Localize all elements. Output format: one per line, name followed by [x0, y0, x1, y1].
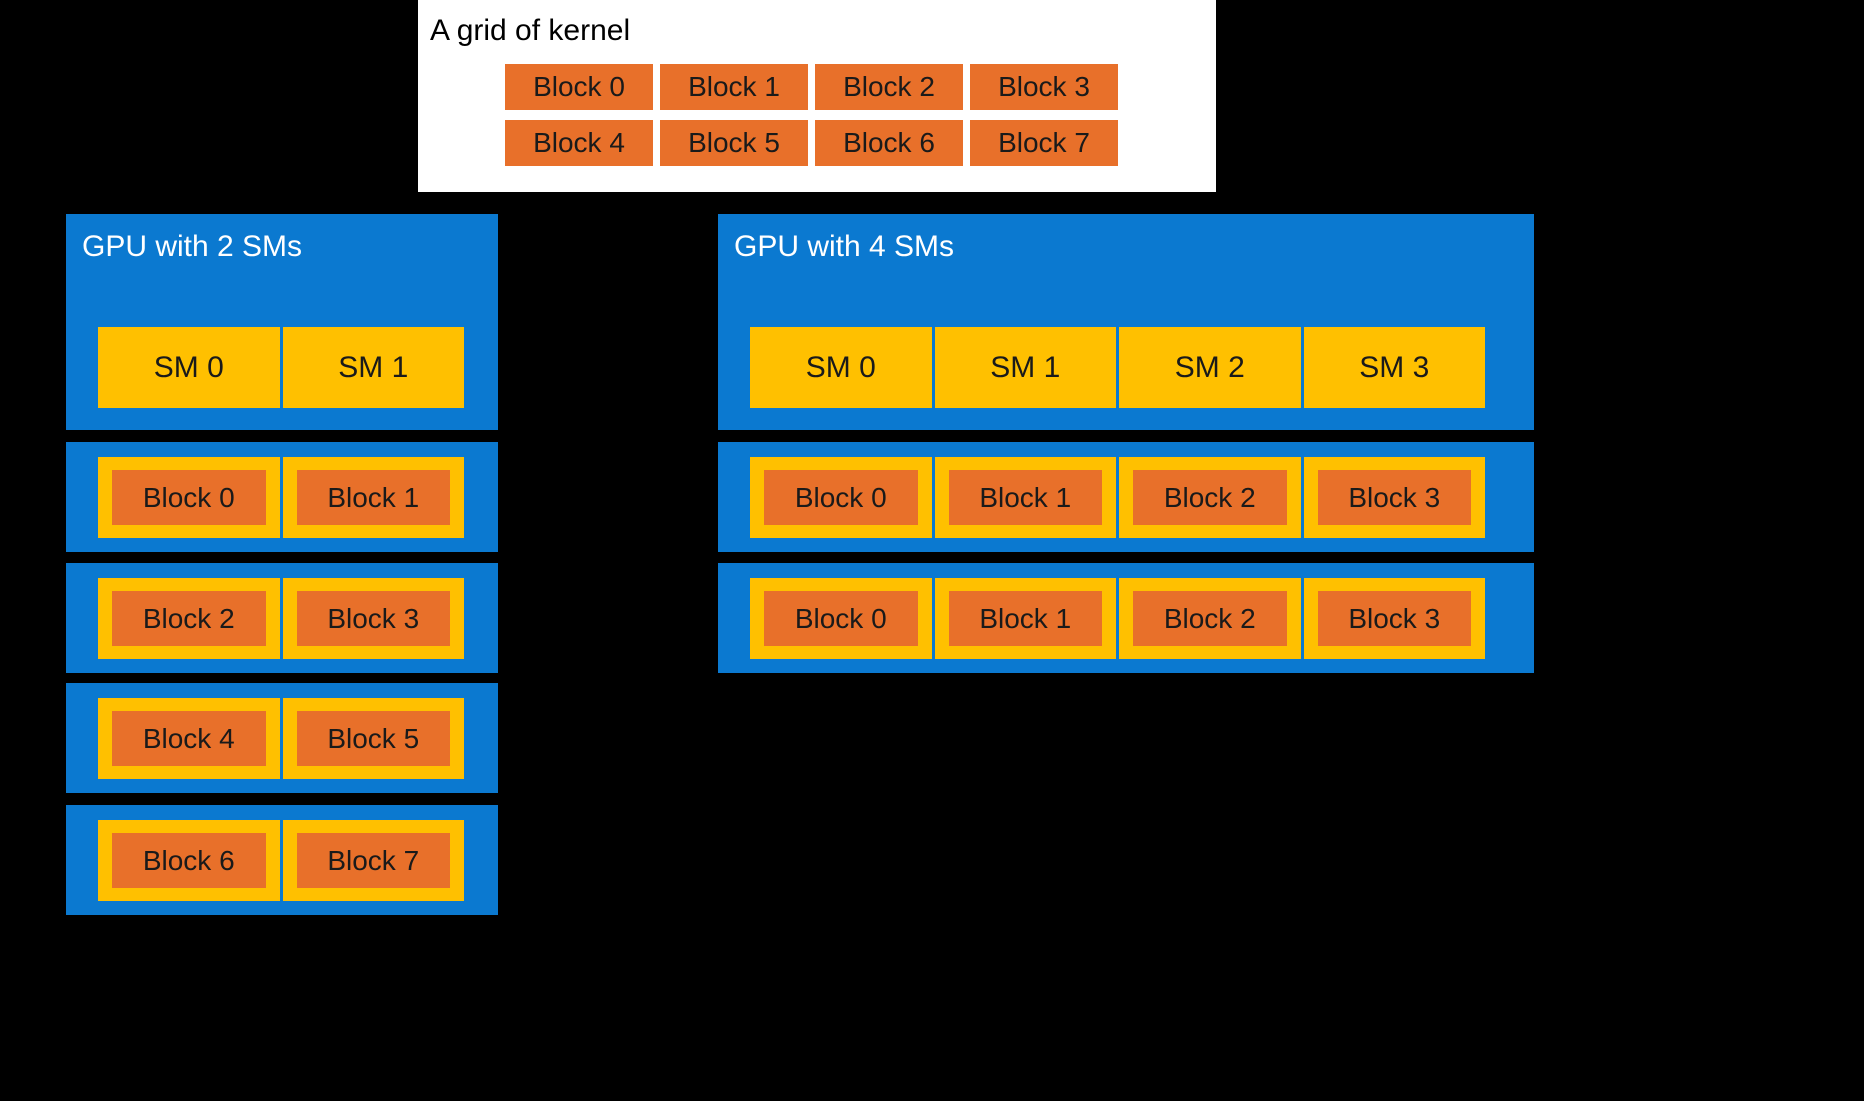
kernel-block: Block 4	[505, 120, 653, 166]
block-slot: Block 4	[98, 698, 280, 779]
gpu2-schedule-row: Block 6 Block 7	[66, 805, 498, 915]
kernel-block: Block 6	[815, 120, 963, 166]
gpu4-schedule-row: Block 0 Block 1 Block 2 Block 3	[718, 442, 1534, 552]
slot-strip: Block 0 Block 1 Block 2 Block 3	[750, 457, 1485, 538]
block-slot: Block 1	[934, 457, 1116, 538]
scheduled-block: Block 3	[1317, 470, 1471, 525]
kernel-grid-row: Block 0 Block 1 Block 2 Block 3	[505, 64, 1118, 110]
kernel-block: Block 1	[660, 64, 808, 110]
kernel-block: Block 2	[815, 64, 963, 110]
slot-strip: Block 0 Block 1	[98, 457, 464, 538]
gpu2-sm-strip: SM 0 SM 1	[98, 327, 464, 408]
scheduled-block: Block 1	[296, 470, 450, 525]
gpu4-panel: GPU with 4 SMs SM 0 SM 1 SM 2 SM 3	[718, 214, 1534, 430]
kernel-grid-rows: Block 0 Block 1 Block 2 Block 3 Block 4 …	[505, 64, 1118, 166]
scheduled-block: Block 0	[764, 470, 918, 525]
scheduled-block: Block 2	[1133, 591, 1287, 646]
sm-cell: SM 1	[282, 327, 464, 408]
gpu2-title: GPU with 2 SMs	[82, 230, 303, 263]
block-slot: Block 1	[934, 578, 1116, 659]
block-slot: Block 0	[98, 457, 280, 538]
block-slot: Block 1	[282, 457, 464, 538]
kernel-block: Block 0	[505, 64, 653, 110]
scheduled-block: Block 1	[948, 591, 1102, 646]
kernel-block: Block 7	[970, 120, 1118, 166]
sm-cell: SM 2	[1119, 327, 1301, 408]
slot-strip: Block 0 Block 1 Block 2 Block 3	[750, 578, 1485, 659]
block-slot: Block 3	[1303, 578, 1485, 659]
kernel-block: Block 5	[660, 120, 808, 166]
sm-cell: SM 0	[98, 327, 280, 408]
kernel-block: Block 3	[970, 64, 1118, 110]
gpu2-panel: GPU with 2 SMs SM 0 SM 1	[66, 214, 498, 430]
scheduled-block: Block 0	[764, 591, 918, 646]
scheduled-block: Block 2	[112, 591, 266, 646]
scheduled-block: Block 6	[112, 833, 266, 888]
slot-strip: Block 2 Block 3	[98, 578, 464, 659]
block-slot: Block 3	[1303, 457, 1485, 538]
scheduled-block: Block 3	[1317, 591, 1471, 646]
sm-cell: SM 0	[750, 327, 932, 408]
scheduled-block: Block 5	[296, 711, 450, 766]
gpu2-schedule-row: Block 2 Block 3	[66, 563, 498, 673]
block-slot: Block 0	[750, 578, 932, 659]
gpu4-title: GPU with 4 SMs	[734, 230, 955, 263]
scheduled-block: Block 0	[112, 470, 266, 525]
gpu4-sm-strip: SM 0 SM 1 SM 2 SM 3	[750, 327, 1485, 408]
sm-cell: SM 3	[1303, 327, 1485, 408]
kernel-grid-row: Block 4 Block 5 Block 6 Block 7	[505, 120, 1118, 166]
block-slot: Block 2	[1119, 457, 1301, 538]
slot-strip: Block 6 Block 7	[98, 820, 464, 901]
block-slot: Block 7	[282, 820, 464, 901]
slot-strip: Block 4 Block 5	[98, 698, 464, 779]
block-slot: Block 5	[282, 698, 464, 779]
gpu2-schedule-row: Block 4 Block 5	[66, 683, 498, 793]
kernel-grid-title: A grid of kernel	[430, 14, 631, 47]
scheduled-block: Block 3	[296, 591, 450, 646]
sm-cell: SM 1	[934, 327, 1116, 408]
block-slot: Block 6	[98, 820, 280, 901]
block-slot: Block 2	[98, 578, 280, 659]
block-slot: Block 3	[282, 578, 464, 659]
block-slot: Block 2	[1119, 578, 1301, 659]
block-slot: Block 0	[750, 457, 932, 538]
scheduled-block: Block 4	[112, 711, 266, 766]
gpu4-schedule-row: Block 0 Block 1 Block 2 Block 3	[718, 563, 1534, 673]
scheduled-block: Block 1	[948, 470, 1102, 525]
gpu2-schedule-row: Block 0 Block 1	[66, 442, 498, 552]
scheduled-block: Block 7	[296, 833, 450, 888]
kernel-grid-panel: A grid of kernel Block 0 Block 1 Block 2…	[418, 0, 1216, 192]
scheduled-block: Block 2	[1133, 470, 1287, 525]
